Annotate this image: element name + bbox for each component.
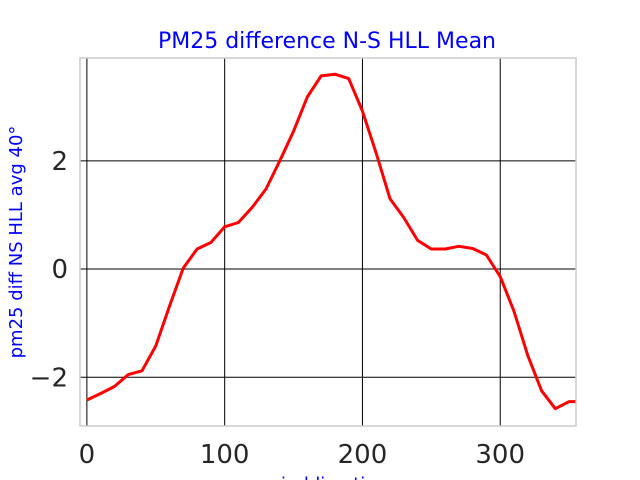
y-tick-label: 2 <box>51 147 68 177</box>
series-layer <box>86 72 576 411</box>
x-tick-label: 200 <box>338 440 388 470</box>
x-tick-label: 300 <box>475 440 525 470</box>
x-axis-label: winddirection <box>266 474 387 480</box>
y-tick-label: −2 <box>30 363 68 393</box>
y-axis-label: pm25 diff NS HLL avg 40° <box>6 126 27 359</box>
x-tick-label: 100 <box>200 440 250 470</box>
chart-title: PM25 difference N-S HLL Mean <box>158 29 496 54</box>
plot-frame <box>79 57 577 427</box>
tick-labels: 0 100 200 300 −2 0 2 <box>30 147 525 470</box>
series-line <box>86 72 576 411</box>
plot-background <box>80 58 576 426</box>
y-tick-label: 0 <box>51 255 68 285</box>
x-tick-label: 0 <box>79 440 96 470</box>
grid <box>80 58 576 426</box>
